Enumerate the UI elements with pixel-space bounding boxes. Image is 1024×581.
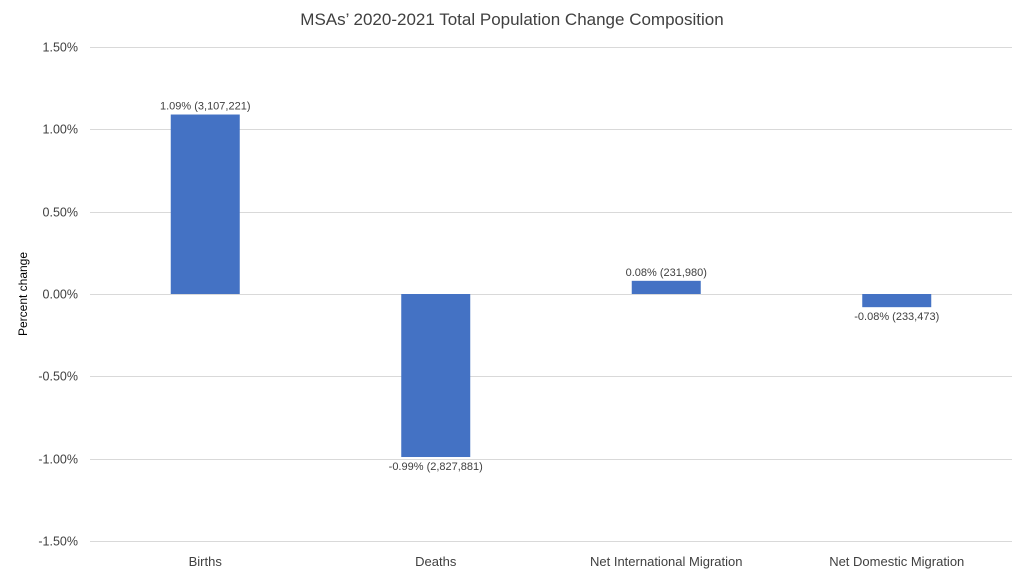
bar-deaths xyxy=(401,294,471,458)
x-tick-label: Net International Migration xyxy=(590,554,742,569)
bar-births xyxy=(170,114,240,294)
data-label: 0.08% (231,980) xyxy=(626,267,707,279)
y-axis-title: Percent change xyxy=(16,252,30,336)
x-tick-label: Deaths xyxy=(415,554,457,569)
x-axis-categories: Births Deaths Net International Migration N… xyxy=(189,554,965,569)
x-tick-label: Net Domestic Migration xyxy=(829,554,964,569)
y-tick-label: 1.50% xyxy=(43,41,78,55)
y-tick-label: 0.00% xyxy=(43,288,78,302)
bars xyxy=(170,114,932,458)
chart-title: MSAs’ 2020-2021 Total Population Change … xyxy=(300,10,723,29)
data-label: -0.08% (233,473) xyxy=(854,311,939,323)
y-tick-label: 0.50% xyxy=(43,206,78,220)
y-tick-label: -1.50% xyxy=(38,535,78,549)
x-tick-label: Births xyxy=(189,554,223,569)
y-tick-label: -1.00% xyxy=(38,453,78,467)
gridlines xyxy=(90,47,1012,542)
bar-net-international-migration xyxy=(631,280,701,294)
bar-net-domestic-migration xyxy=(862,294,932,308)
data-labels: 1.09% (3,107,221) -0.99% (2,827,881) 0.08%… xyxy=(160,101,939,474)
y-tick-label: 1.00% xyxy=(43,123,78,137)
data-label: -0.99% (2,827,881) xyxy=(389,461,483,473)
y-tick-label: -0.50% xyxy=(38,370,78,384)
data-label: 1.09% (3,107,221) xyxy=(160,101,251,113)
y-axis-ticks: 1.50% 1.00% 0.50% 0.00% -0.50% -1.00% -1.50% xyxy=(38,41,78,549)
